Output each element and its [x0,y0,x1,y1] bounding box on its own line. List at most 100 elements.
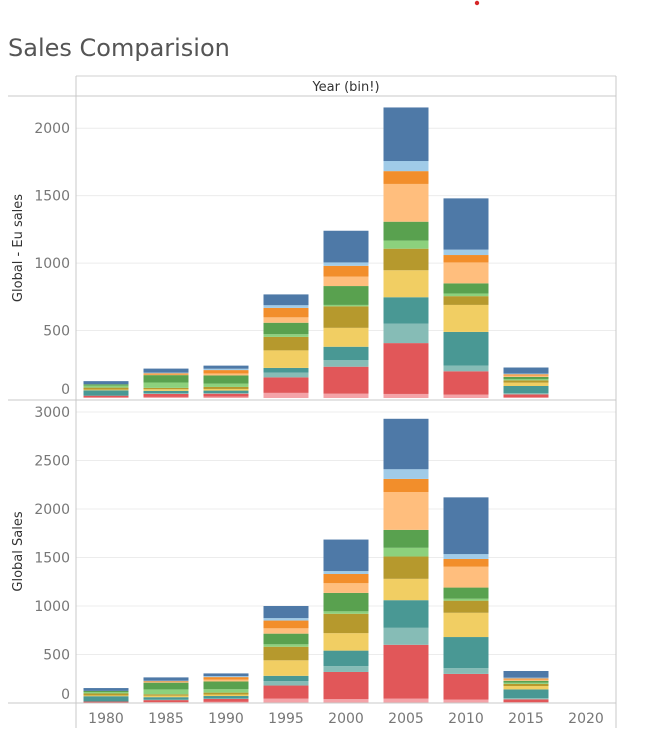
bar-segment [143,681,189,683]
bar-segment [263,322,309,335]
bar-segment [263,305,309,308]
bar-segment [443,587,489,599]
bar-segment [383,323,429,344]
bar-segment [203,692,249,695]
bar-segment [443,497,489,555]
bar-segment [443,283,489,294]
bar-segment [203,689,249,693]
bar-segment [203,383,249,387]
bar-segment [83,397,129,398]
bar-segment [83,387,129,390]
bar-segment [383,478,429,493]
bar-segment [503,698,549,700]
bar-segment [323,699,369,703]
bar-segment [503,679,549,681]
bar-segment [323,262,369,266]
bar-segment [83,693,129,696]
bar-segment [263,644,309,647]
bar-segment [503,397,549,398]
bar-segment [323,265,369,277]
bar-segment [263,675,309,682]
bar-segment [83,384,129,386]
x-tick-label: 1990 [208,711,244,727]
bar-segment [263,698,309,703]
bar-segment [383,644,429,699]
y-tick-label: 2500 [34,454,70,470]
bar-segment [323,671,369,700]
bar-segment [443,198,489,250]
bar-segment [203,393,249,394]
bar-segment [443,612,489,638]
bar-segment [203,698,249,702]
bar-segment [503,677,549,679]
bar-segment [83,385,129,388]
bar-segment [263,377,309,393]
bar-segment [203,368,249,371]
bar-segment [323,666,369,672]
x-tick-label: 2000 [328,711,364,727]
bar-segment [143,695,189,698]
bar-segment [383,171,429,184]
bar-segment [443,566,489,588]
bar-segment [323,633,369,651]
bar-segment [383,248,429,271]
bar-segment [263,392,309,398]
bar-segment [323,539,369,572]
bar-segment [203,388,249,391]
bar-segment [443,296,489,305]
bar-segment [143,375,189,383]
bar-segment [443,371,489,395]
bar-segment [143,682,189,683]
bar-segment [383,418,429,470]
y-tick-label: 1500 [34,189,70,205]
bar-segment [443,598,489,601]
bar-segment [503,683,549,687]
bar-segment [503,670,549,678]
bar-segment [323,393,369,398]
bar-segment [203,390,249,394]
bar-segment [443,394,489,398]
bar-segment [83,381,129,385]
bar-segment [503,378,549,381]
bar-segment [443,600,489,613]
bar-segment [503,380,549,383]
bar-segment [503,376,549,379]
bar-segment [263,367,309,373]
bar-segment [503,382,549,386]
bar-segment [323,650,369,667]
bar-segment [503,373,549,375]
bar-segment [443,304,489,332]
bar-segment [443,637,489,669]
bar-segment [503,686,549,690]
bar-segment [263,620,309,629]
y-tick-label: 0 [61,382,70,398]
y-tick-label: 2000 [34,502,70,518]
y-tick-label: 3000 [34,405,70,421]
y-tick-label: 500 [43,324,70,340]
x-tick-label: 2020 [568,711,604,727]
y-axis-title: Global - Eu sales [11,194,26,302]
y-tick-label: 1500 [34,551,70,567]
bar-segment [503,678,549,680]
bar-segment [383,627,429,645]
bar-segment [83,395,129,398]
bar-segment [323,613,369,634]
bar-segment [323,286,369,305]
bar-segment [263,633,309,645]
bar-segment [203,677,249,680]
bar-segment [263,294,309,306]
bar-segment [383,297,429,324]
chart-title: Sales Comparision [8,34,230,62]
bar-segment [323,366,369,394]
y-tick-label: 500 [43,648,70,664]
bar-segment [143,699,189,701]
bar-segment [383,161,429,172]
bar-segment [203,373,249,376]
bar-segment [383,547,429,557]
bar-segment [383,698,429,703]
bar-segment [383,393,429,398]
bar-segment [323,583,369,593]
bar-segment [143,694,189,696]
bar-segment [143,382,189,388]
bar-segment [263,372,309,378]
